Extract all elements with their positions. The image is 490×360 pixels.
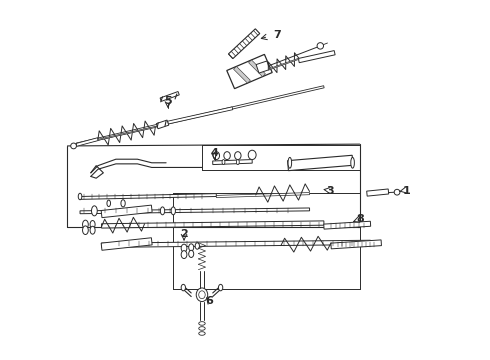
Ellipse shape [82,226,88,234]
Polygon shape [298,51,335,63]
Ellipse shape [82,220,88,229]
Ellipse shape [189,244,194,251]
Polygon shape [101,221,324,228]
Polygon shape [248,60,266,77]
Polygon shape [98,126,155,140]
Polygon shape [80,194,217,199]
Ellipse shape [189,250,194,257]
Polygon shape [80,208,310,214]
Polygon shape [213,159,252,165]
Ellipse shape [199,327,205,330]
Ellipse shape [121,200,125,207]
Ellipse shape [160,207,165,215]
Polygon shape [160,91,179,102]
Polygon shape [268,58,299,70]
Ellipse shape [171,207,175,215]
Polygon shape [76,138,98,146]
Ellipse shape [351,157,354,168]
Text: 7: 7 [273,31,281,40]
Ellipse shape [248,150,256,159]
Polygon shape [168,107,233,124]
Text: 1: 1 [403,186,411,196]
Ellipse shape [90,226,95,234]
Polygon shape [256,61,270,73]
Ellipse shape [199,291,205,299]
Polygon shape [228,29,260,59]
Ellipse shape [222,159,225,165]
Ellipse shape [195,243,199,249]
Polygon shape [101,205,152,218]
Polygon shape [156,120,169,129]
Ellipse shape [288,157,292,168]
Text: 6: 6 [205,296,213,306]
Polygon shape [367,189,389,196]
Ellipse shape [199,321,205,325]
Polygon shape [216,193,310,198]
Ellipse shape [199,332,205,335]
Circle shape [394,189,400,195]
Text: 2: 2 [180,229,188,239]
Ellipse shape [92,206,97,216]
Ellipse shape [107,200,111,207]
Polygon shape [101,238,152,250]
Text: 5: 5 [164,96,171,106]
Circle shape [317,42,323,49]
Text: 8: 8 [357,215,365,224]
Ellipse shape [196,288,208,302]
Ellipse shape [92,207,97,215]
Polygon shape [324,221,370,229]
Ellipse shape [236,159,239,165]
Ellipse shape [213,152,220,159]
Ellipse shape [181,284,186,291]
Text: 3: 3 [326,186,334,196]
Ellipse shape [78,193,82,200]
Ellipse shape [235,152,241,159]
Polygon shape [76,86,324,145]
Polygon shape [331,240,381,249]
Ellipse shape [90,221,95,228]
Polygon shape [101,240,370,247]
Polygon shape [234,66,250,83]
Circle shape [71,143,76,149]
Ellipse shape [219,284,223,291]
Ellipse shape [224,152,230,159]
Ellipse shape [181,251,187,258]
Ellipse shape [181,244,187,252]
Text: 4: 4 [211,148,219,158]
Polygon shape [227,54,272,89]
Polygon shape [288,155,353,171]
